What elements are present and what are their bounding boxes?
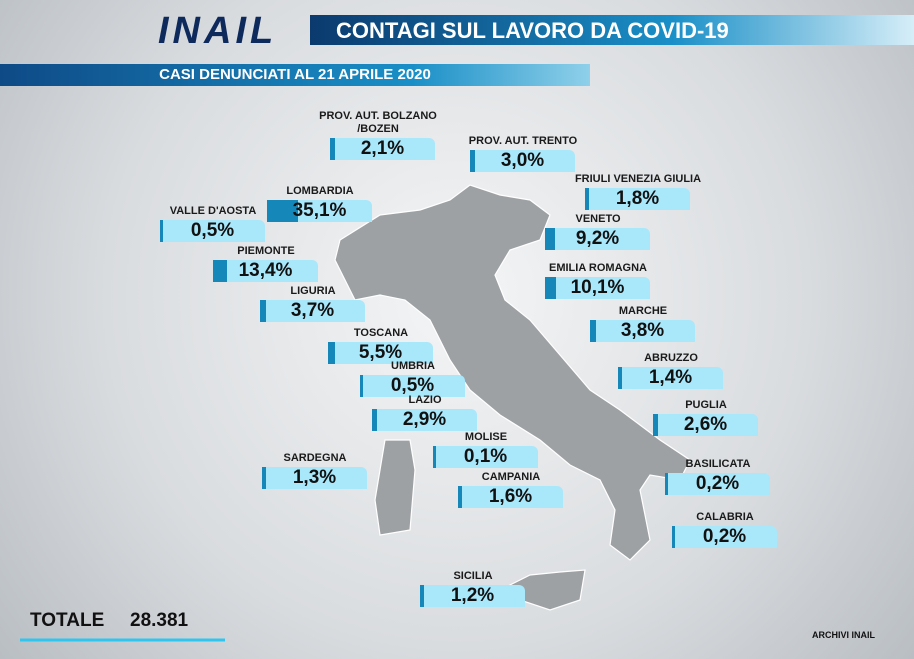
region-value: 0,2% xyxy=(702,526,747,547)
region-bar xyxy=(360,375,364,397)
region-box: 2,6% xyxy=(653,414,758,436)
region-value: 10,1% xyxy=(570,277,625,298)
region-bar xyxy=(213,260,227,282)
region-bar xyxy=(328,342,336,364)
region-name: VENETO xyxy=(575,213,621,225)
region-bar xyxy=(585,188,590,210)
region-bar xyxy=(618,367,623,389)
region-name: PUGLIA xyxy=(685,399,727,411)
region-name: TOSCANA xyxy=(353,327,409,339)
region-bar xyxy=(330,138,335,160)
region-bar xyxy=(262,467,267,489)
subtitle-bar xyxy=(0,64,590,86)
region-value: 0,1% xyxy=(463,446,508,467)
region-box: 1,8% xyxy=(585,188,690,210)
region-name: MARCHE xyxy=(618,305,668,317)
logo: INAIL xyxy=(158,10,278,52)
region-value: 0,2% xyxy=(695,473,740,494)
region-value: 3,0% xyxy=(500,150,545,171)
region-box: 10,1% xyxy=(545,277,650,299)
region-name: SICILIA xyxy=(453,570,493,582)
region-bar xyxy=(372,409,378,431)
region-value: 35,1% xyxy=(292,200,347,221)
region-name: CALABRIA xyxy=(696,511,754,523)
region-name: PROV. AUT. TRENTO xyxy=(468,135,578,147)
region-value: 2,9% xyxy=(402,409,447,430)
region-box: 13,4% xyxy=(213,260,318,282)
region-name: MOLISE xyxy=(464,431,508,443)
region-box: 0,5% xyxy=(360,375,465,397)
region-name: ABRUZZO xyxy=(644,352,698,364)
credit: ARCHIVI INAIL xyxy=(812,630,875,640)
region-name: LAZIO xyxy=(408,394,442,406)
region-box: 3,7% xyxy=(260,300,365,322)
region-value: 0,5% xyxy=(390,375,435,396)
title-bar xyxy=(310,15,914,45)
region-value: 3,7% xyxy=(290,300,335,321)
region-bar xyxy=(433,446,437,468)
region-value: 0,5% xyxy=(190,220,235,241)
region-value: 13,4% xyxy=(238,260,293,281)
region-bar xyxy=(160,220,164,242)
title: CONTAGI SUL LAVORO DA COVID-19 xyxy=(336,18,729,43)
total-label: TOTALE xyxy=(30,610,105,631)
region-value: 9,2% xyxy=(575,228,620,249)
region-bar xyxy=(665,473,669,495)
region-bar xyxy=(470,150,476,172)
region-bar xyxy=(420,585,424,607)
region-name: PIEMONTE xyxy=(237,245,295,257)
region-bar xyxy=(267,200,299,222)
region-box: 1,6% xyxy=(458,486,563,508)
region-box: 35,1% xyxy=(267,200,372,222)
region-bar xyxy=(458,486,463,508)
region-box: 3,8% xyxy=(590,320,695,342)
region-bar xyxy=(545,277,557,299)
region-bar xyxy=(672,526,676,548)
region-name: BASILICATA xyxy=(685,458,751,470)
region-box: 2,9% xyxy=(372,409,477,431)
region-value: 1,4% xyxy=(648,367,693,388)
region-name: FRIULI VENEZIA GIULIA xyxy=(574,173,702,185)
region-name: PROV. AUT. BOLZANO /BOZEN xyxy=(319,110,437,135)
region-bar xyxy=(260,300,266,322)
region-value: 1,2% xyxy=(450,585,495,606)
region-box: 0,5% xyxy=(160,220,265,242)
sardinia xyxy=(374,439,416,536)
region-box: 0,1% xyxy=(433,446,538,468)
region-box: 9,2% xyxy=(545,228,650,250)
region-bar xyxy=(590,320,597,342)
region-bar xyxy=(545,228,556,250)
total-value: 28.381 xyxy=(130,610,189,631)
region-bar xyxy=(653,414,659,436)
region-value: 1,6% xyxy=(488,486,533,507)
region-name: UMBRIA xyxy=(391,360,435,372)
region-box: 1,3% xyxy=(262,467,367,489)
region-value: 1,8% xyxy=(615,188,660,209)
region-name: VALLE D'AOSTA xyxy=(169,205,257,217)
region-box: 0,2% xyxy=(665,473,770,495)
region-name: CAMPANIA xyxy=(481,471,541,483)
region-value: 2,1% xyxy=(360,138,405,159)
region-name: SARDEGNA xyxy=(283,452,347,464)
region-name: LIGURIA xyxy=(290,285,336,297)
region-name: LOMBARDIA xyxy=(286,185,354,197)
region-box: 1,4% xyxy=(618,367,723,389)
region-box: 2,1% xyxy=(330,138,435,160)
region-value: 1,3% xyxy=(292,467,337,488)
region-box: 5,5% xyxy=(328,342,433,364)
region-value: 3,8% xyxy=(620,320,665,341)
region-box: 3,0% xyxy=(470,150,575,172)
region-value: 2,6% xyxy=(683,414,728,435)
region-box: 1,2% xyxy=(420,585,525,607)
region-value: 5,5% xyxy=(358,342,403,363)
subtitle: CASI DENUNCIATI AL 21 APRILE 2020 xyxy=(159,66,431,83)
region-box: 0,2% xyxy=(672,526,777,548)
region-name: EMILIA ROMAGNA xyxy=(549,262,647,274)
